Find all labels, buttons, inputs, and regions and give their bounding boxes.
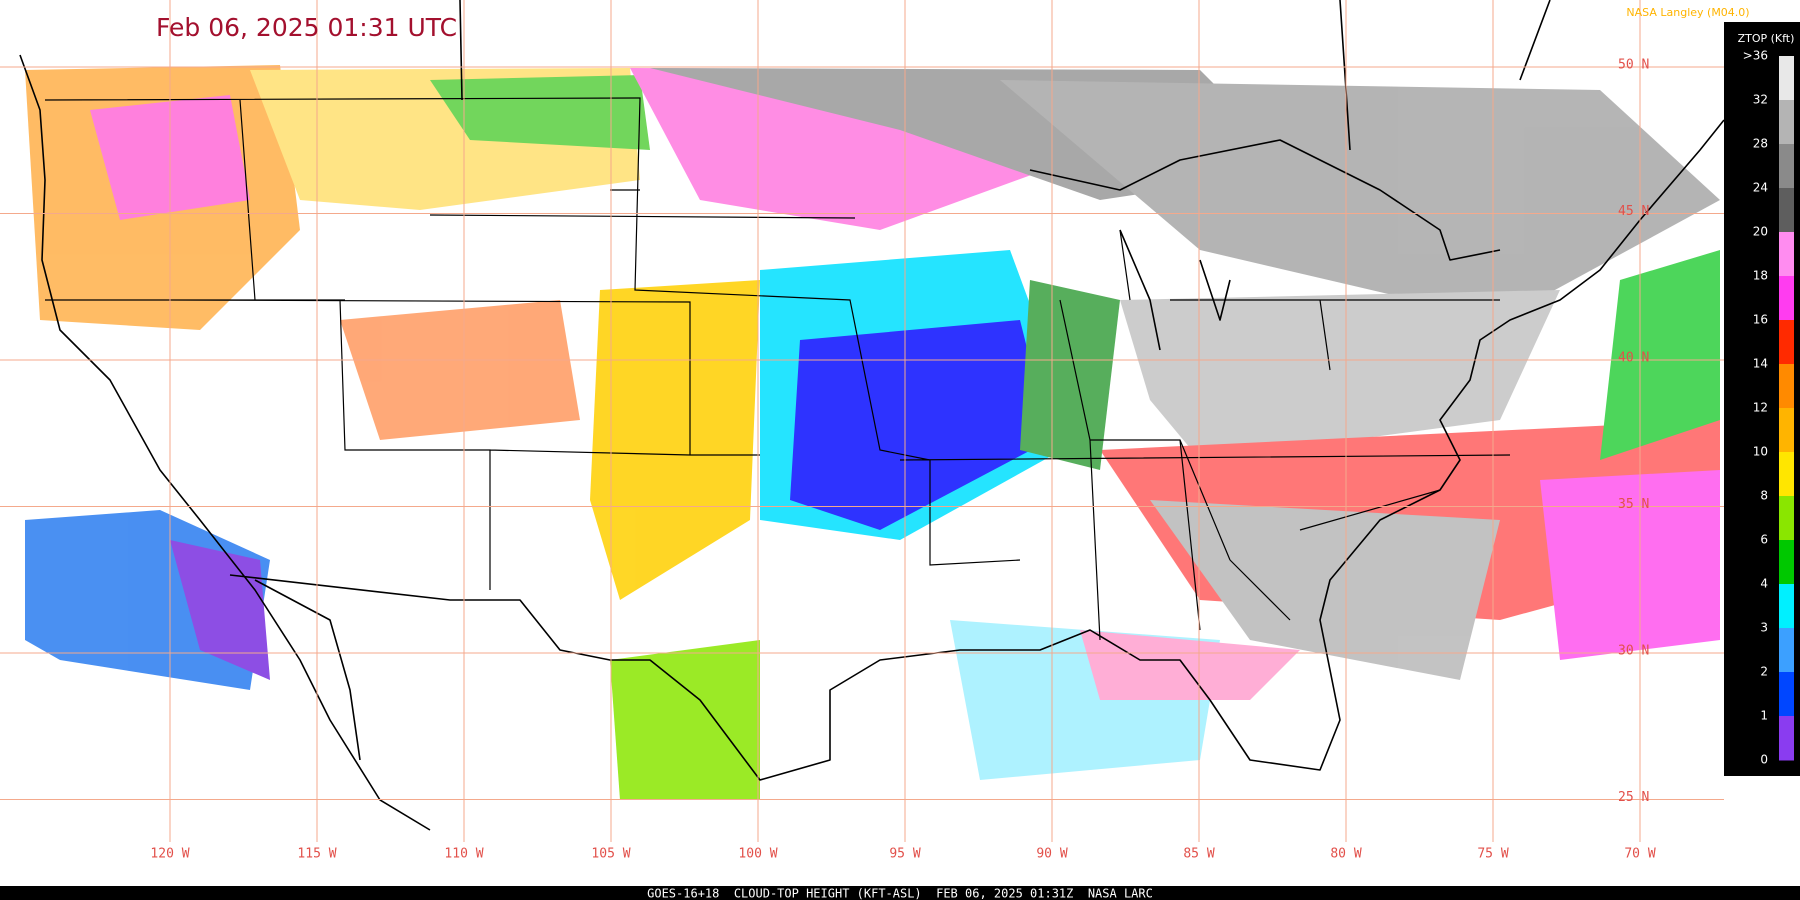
longitude-label: 120 W xyxy=(150,847,189,862)
colorbar-swatch xyxy=(1779,672,1794,717)
lat-lon-grid: 50 N 45 N 40 N 35 N 30 N 25 N 120 W 115 W 110 W 1… xyxy=(0,0,1724,862)
colorbar-swatch xyxy=(1779,232,1794,277)
colorbar-label: 6 xyxy=(1760,533,1768,547)
latitude-label: 40 N xyxy=(1618,351,1649,366)
colorbar-swatch xyxy=(1779,716,1794,761)
latitude-label: 25 N xyxy=(1618,790,1649,805)
latitude-label: 35 N xyxy=(1618,497,1649,512)
longitude-label: 95 W xyxy=(889,847,920,862)
footer-bar xyxy=(0,886,1800,900)
colorbar-swatch xyxy=(1779,100,1794,145)
colorbar-label: 16 xyxy=(1753,313,1768,327)
colorbar-swatch xyxy=(1779,408,1794,453)
colorbar-swatch xyxy=(1779,496,1794,541)
colorbar-swatch xyxy=(1779,584,1794,629)
longitude-label: 80 W xyxy=(1330,847,1361,862)
colorbar-label: 18 xyxy=(1753,269,1768,283)
cloud-imagery xyxy=(25,65,1720,800)
credit: NASA Langley (M04.0) xyxy=(1626,6,1749,19)
colorbar-label: >36 xyxy=(1743,49,1768,63)
colorbar-swatch xyxy=(1779,144,1794,189)
colorbar-label: 0 xyxy=(1760,753,1768,767)
colorbar-label: 32 xyxy=(1753,93,1768,107)
longitude-label: 75 W xyxy=(1477,847,1508,862)
colorbar-swatch xyxy=(1779,452,1794,497)
colorbar-label: 1 xyxy=(1760,709,1768,723)
longitude-label: 90 W xyxy=(1036,847,1067,862)
colorbar-swatch xyxy=(1779,188,1794,233)
geography xyxy=(19,0,1725,831)
colorbar-swatch xyxy=(1779,320,1794,365)
longitude-label: 70 W xyxy=(1624,847,1655,862)
latitude-label: 30 N xyxy=(1618,644,1649,659)
colorbar-label: 2 xyxy=(1760,665,1768,679)
colorbar-swatch xyxy=(1779,540,1794,585)
colorbar-label: 20 xyxy=(1753,225,1768,239)
longitude-label: 100 W xyxy=(738,847,777,862)
colorbar-label: 3 xyxy=(1760,621,1768,635)
colorbar-swatch xyxy=(1779,276,1794,321)
latitude-label: 50 N xyxy=(1618,58,1649,73)
colorbar-swatch xyxy=(1779,628,1794,673)
colorbar-title: ZTOP (Kft) xyxy=(1738,32,1795,45)
longitude-label: 115 W xyxy=(297,847,336,862)
colorbar-label: 12 xyxy=(1753,401,1768,415)
colorbar-swatch xyxy=(1779,56,1794,101)
footer-caption: GOES-16+18 CLOUD-TOP HEIGHT (KFT-ASL) FE… xyxy=(647,887,1153,900)
colorbar-label: 14 xyxy=(1753,357,1768,371)
map-title: Feb 06, 2025 01:31 UTC xyxy=(156,13,457,42)
colorbar-label: 10 xyxy=(1753,445,1768,459)
longitude-label: 85 W xyxy=(1183,847,1214,862)
longitude-label: 105 W xyxy=(591,847,630,862)
colorbar-label: 8 xyxy=(1760,489,1768,503)
colorbar-label: 28 xyxy=(1753,137,1768,151)
colorbar-swatch xyxy=(1779,364,1794,409)
colorbar-label: 4 xyxy=(1760,577,1768,591)
longitude-label: 110 W xyxy=(444,847,483,862)
latitude-label: 45 N xyxy=(1618,204,1649,219)
colorbar-label: 24 xyxy=(1753,181,1768,195)
